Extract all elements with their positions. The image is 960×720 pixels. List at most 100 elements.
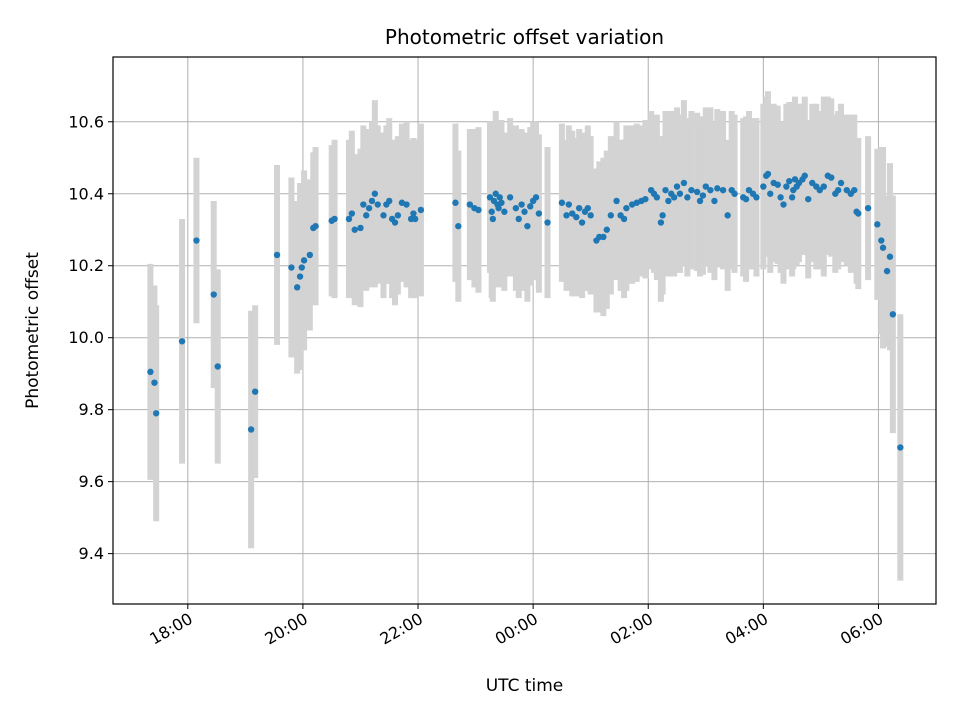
data-point [210, 291, 217, 298]
data-point [515, 215, 522, 223]
data-point [575, 204, 583, 212]
data-point [696, 197, 704, 205]
data-point [897, 444, 904, 451]
y-tick-label: 9.8 [79, 400, 104, 419]
data-point [365, 204, 373, 212]
data-point [878, 237, 885, 244]
y-axis-title: Photometric offset [23, 252, 43, 409]
data-point [495, 204, 502, 212]
data-point [348, 210, 356, 217]
data-point [699, 192, 707, 199]
data-point [714, 185, 721, 192]
data-point [855, 210, 862, 217]
data-point [786, 177, 793, 185]
data-point [521, 208, 528, 215]
data-point [452, 199, 459, 206]
data-point [600, 233, 607, 241]
data-point [535, 210, 543, 217]
data-point [764, 170, 772, 178]
data-point [584, 204, 592, 212]
data-point [707, 186, 714, 194]
data-point [603, 226, 610, 233]
data-point [642, 195, 649, 203]
data-point [512, 204, 520, 212]
data-point [380, 212, 387, 219]
data-point [587, 212, 594, 219]
data-point [288, 264, 295, 271]
data-point [300, 257, 308, 264]
data-point [676, 190, 684, 197]
data-point [724, 212, 731, 219]
data-point [774, 181, 781, 188]
data-point [496, 194, 503, 201]
data-point [351, 226, 358, 233]
x-axis-title: UTC time [486, 676, 564, 696]
y-tick-label: 10.4 [68, 184, 104, 203]
data-point [411, 215, 419, 223]
data-point [488, 208, 495, 215]
data-point [506, 194, 514, 201]
data-point [753, 194, 760, 201]
data-point [214, 363, 221, 370]
data-point [680, 179, 688, 187]
data-point [527, 203, 534, 210]
data-point [767, 190, 774, 197]
data-point [363, 212, 370, 219]
data-point [573, 213, 580, 221]
data-point [298, 264, 305, 271]
data-point [403, 201, 410, 208]
data-point [360, 201, 367, 208]
y-tick-label: 10.0 [68, 328, 104, 347]
data-point [532, 194, 540, 201]
data-point [783, 183, 790, 190]
data-point [711, 197, 718, 205]
data-point [620, 215, 628, 223]
y-tick-label: 9.6 [79, 472, 104, 491]
data-point [780, 201, 787, 208]
data-point [665, 197, 672, 205]
data-point [147, 368, 154, 376]
data-point [828, 174, 835, 181]
data-point [820, 183, 827, 190]
data-point [688, 186, 695, 194]
data-point [331, 215, 338, 223]
data-point [394, 212, 402, 219]
data-point [563, 212, 570, 219]
data-point [693, 188, 701, 196]
data-point [886, 253, 894, 260]
data-point [455, 222, 462, 230]
data-point [152, 410, 160, 417]
data-point [623, 204, 630, 212]
data-point [760, 183, 767, 190]
data-point [296, 273, 304, 280]
data-point [368, 197, 376, 205]
data-point [777, 194, 784, 201]
data-point [874, 221, 881, 228]
data-point [273, 251, 281, 259]
data-point [544, 219, 551, 226]
data-point [498, 199, 505, 206]
data-point [731, 190, 738, 197]
y-tick-label: 9.4 [79, 544, 104, 563]
data-point [345, 215, 353, 223]
data-point [607, 212, 615, 219]
data-point [805, 195, 812, 203]
data-point [524, 222, 531, 230]
data-point [475, 206, 482, 214]
y-tick-label: 10.2 [68, 256, 104, 275]
data-point [673, 183, 681, 190]
data-point [883, 267, 891, 275]
data-point [657, 219, 665, 226]
data-point [178, 338, 186, 345]
data-point [371, 190, 379, 197]
data-point [410, 210, 417, 217]
data-point [558, 199, 566, 206]
data-point [247, 426, 255, 433]
data-point [501, 208, 508, 215]
data-point [670, 194, 678, 201]
y-axis-ticks: 9.4 9.6 9.8 10.0 10.2 10.4 10.6 [68, 112, 113, 563]
data-point [864, 204, 872, 212]
data-point [518, 201, 525, 208]
data-point [702, 183, 709, 190]
